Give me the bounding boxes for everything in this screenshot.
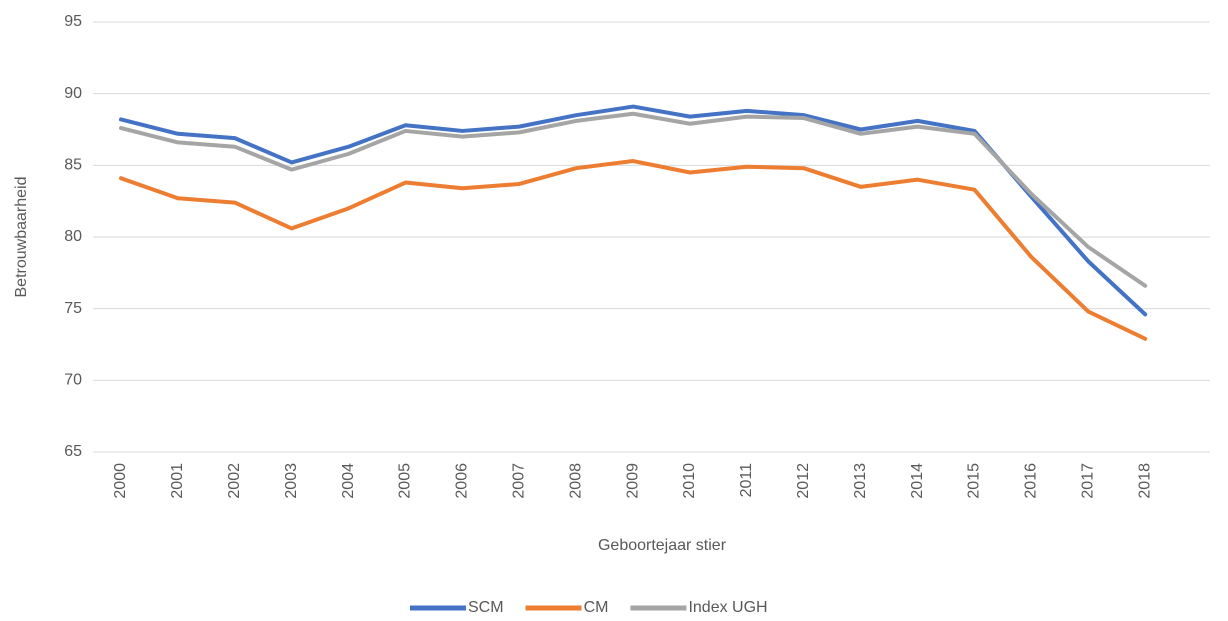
x-tick-label: 2013 — [852, 463, 869, 499]
x-tick-label: 2001 — [169, 463, 186, 499]
x-tick-label: 2014 — [909, 463, 926, 499]
x-tick-label: 2012 — [795, 463, 812, 499]
x-tick-label: 2011 — [738, 463, 755, 498]
y-tick-label: 80 — [64, 228, 82, 245]
x-tick-label: 2015 — [966, 463, 983, 499]
series-line — [119, 159, 1148, 341]
x-tick-label: 2002 — [226, 463, 243, 499]
y-tick-label: 90 — [64, 85, 82, 102]
x-tick-label: 2017 — [1080, 463, 1097, 499]
y-axis-title: Betrouwbaarheid — [13, 177, 30, 298]
x-tick-label: 2003 — [283, 463, 300, 499]
y-tick-label: 65 — [64, 443, 82, 460]
legend-label: Index UGH — [688, 599, 767, 616]
legend-label: CM — [584, 599, 609, 616]
x-tick-label: 2006 — [454, 463, 471, 499]
y-tick-label: 70 — [64, 372, 82, 389]
x-tick-label: 2005 — [397, 463, 414, 499]
x-axis-title: Geboortejaar stier — [598, 537, 727, 554]
x-tick-label: 2008 — [567, 463, 584, 499]
y-tick-label: 85 — [64, 157, 82, 174]
y-tick-label: 95 — [64, 13, 82, 30]
x-tick-label: 2009 — [624, 463, 641, 499]
x-tick-label: 2007 — [511, 463, 528, 499]
legend-label: SCM — [468, 599, 504, 616]
x-tick-label: 2016 — [1023, 463, 1040, 499]
series-line — [119, 111, 1148, 288]
y-tick-label: 75 — [64, 300, 82, 317]
x-tick-label: 2010 — [681, 463, 698, 499]
x-tick-label: 2018 — [1136, 463, 1153, 499]
series-line — [119, 104, 1148, 317]
x-tick-label: 2004 — [340, 463, 357, 499]
x-tick-label: 2000 — [112, 463, 129, 499]
